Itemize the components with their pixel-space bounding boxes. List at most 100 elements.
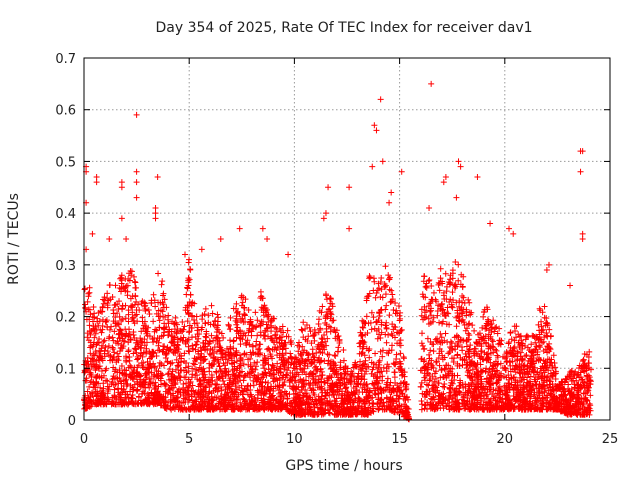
data-point [106, 333, 113, 340]
data-point [383, 339, 390, 346]
data-point [146, 311, 153, 318]
data-point [397, 350, 404, 357]
data-point [494, 354, 501, 361]
data-point [126, 326, 133, 333]
data-point [257, 332, 264, 339]
data-point [159, 278, 166, 285]
data-point [532, 339, 539, 346]
data-point [423, 381, 430, 388]
data-point [227, 314, 234, 321]
data-point [208, 302, 215, 309]
data-point [261, 332, 268, 339]
data-point [86, 322, 93, 329]
data-point [442, 366, 449, 373]
data-point [451, 282, 458, 289]
data-point [81, 285, 88, 292]
data-point [172, 314, 179, 321]
data-point [123, 358, 130, 365]
data-point [181, 323, 188, 330]
data-point [484, 350, 491, 357]
data-point [459, 299, 466, 306]
data-point [227, 337, 234, 344]
data-point [233, 347, 240, 354]
data-point [187, 291, 194, 298]
data-points [81, 80, 594, 423]
data-point [326, 351, 333, 358]
data-point [86, 284, 93, 291]
data-point [393, 398, 400, 405]
data-point [245, 307, 252, 314]
data-point [193, 313, 200, 320]
data-point [453, 323, 460, 330]
data-point [332, 352, 339, 359]
data-point [202, 305, 209, 312]
data-point [430, 314, 437, 321]
data-point [125, 347, 132, 354]
data-point [218, 354, 225, 361]
data-point [465, 381, 472, 388]
data-point [378, 274, 385, 281]
data-point [154, 347, 161, 354]
data-point [467, 342, 474, 349]
data-point [426, 351, 433, 358]
data-point [437, 265, 444, 272]
data-point [205, 312, 212, 319]
data-point [87, 344, 94, 351]
data-point [464, 336, 471, 343]
data-point [193, 341, 200, 348]
data-point [323, 296, 330, 303]
data-point [321, 379, 328, 386]
data-point [105, 342, 112, 349]
data-point [180, 381, 187, 388]
data-point [321, 358, 328, 365]
data-point [324, 351, 331, 358]
data-point [436, 362, 443, 369]
grid-lines [84, 58, 610, 420]
data-point [419, 390, 426, 397]
data-point [509, 366, 516, 373]
data-point [131, 345, 138, 352]
data-point [331, 352, 338, 359]
data-point [480, 313, 487, 320]
data-point [332, 398, 339, 405]
data-point [449, 304, 456, 311]
data-point [86, 383, 93, 390]
data-point [253, 338, 260, 345]
data-point [287, 350, 294, 357]
data-point [264, 313, 271, 320]
data-point [230, 338, 237, 345]
data-point [419, 342, 426, 349]
data-point [192, 398, 199, 405]
data-point [218, 330, 225, 337]
data-point [580, 357, 587, 364]
data-point [452, 258, 459, 265]
data-point [493, 323, 500, 330]
data-point [201, 343, 208, 350]
data-point [517, 332, 524, 339]
data-point [383, 302, 390, 309]
data-point [386, 275, 393, 282]
data-point [100, 338, 107, 345]
data-point [272, 332, 279, 339]
data-point [189, 371, 196, 378]
data-point [137, 335, 144, 342]
data-point [90, 303, 97, 310]
data-point [87, 311, 94, 318]
data-point [442, 270, 449, 277]
data-point [448, 340, 455, 347]
data-point [363, 313, 370, 320]
data-point [358, 333, 365, 340]
data-point [476, 330, 483, 337]
chart-title: Day 354 of 2025, Rate Of TEC Index for r… [155, 20, 532, 36]
data-point [461, 321, 468, 328]
data-point [119, 302, 126, 309]
data-point [389, 291, 396, 298]
data-point [528, 341, 535, 348]
data-point [281, 379, 288, 386]
data-point [477, 361, 484, 368]
data-point [265, 345, 272, 352]
data-point [523, 352, 530, 359]
data-point [109, 334, 116, 341]
data-point [315, 321, 322, 328]
data-point [436, 319, 443, 326]
